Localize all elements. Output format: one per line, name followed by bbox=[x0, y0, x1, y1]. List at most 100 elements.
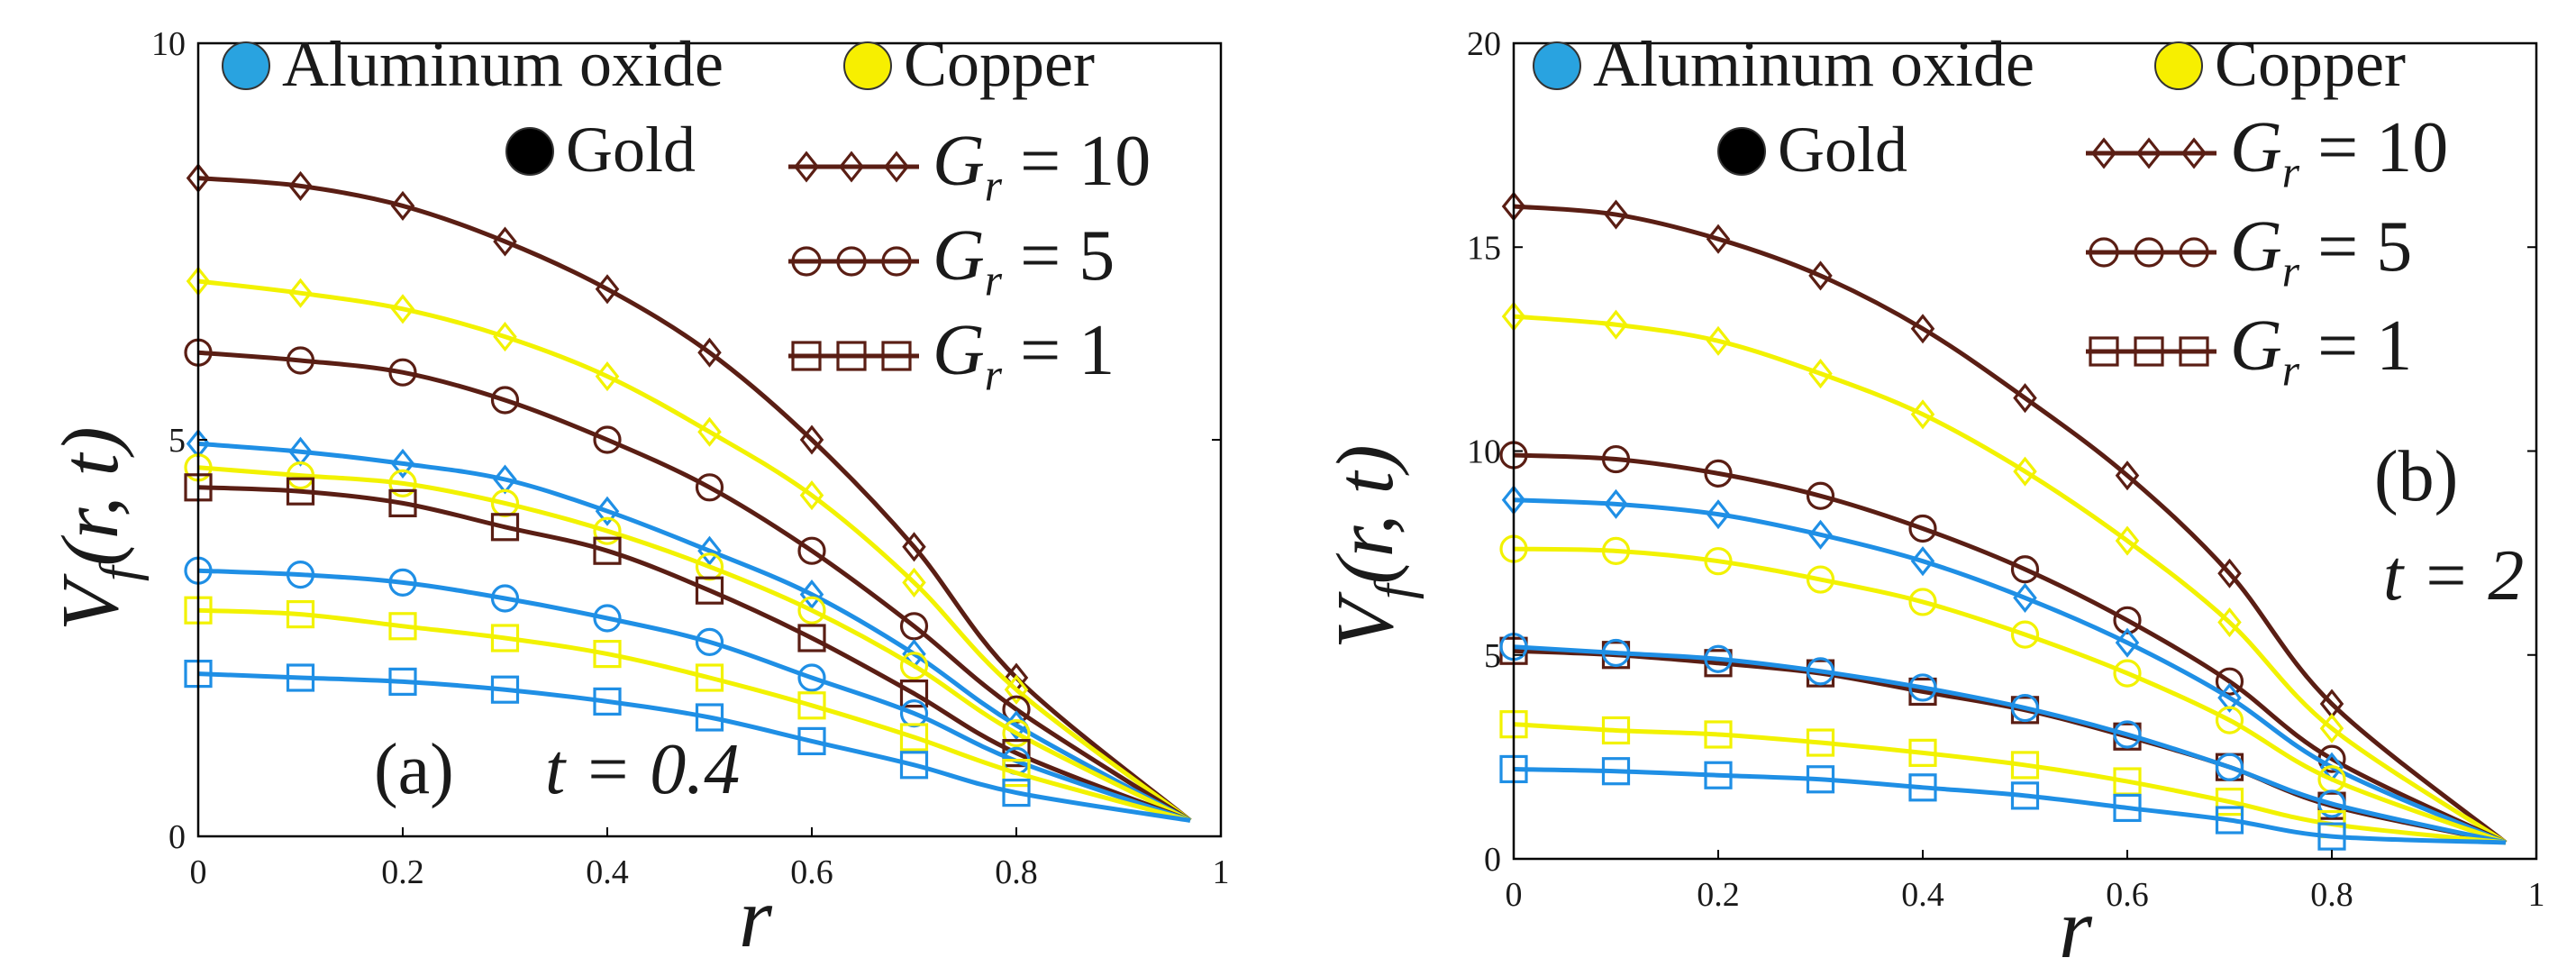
data-point-circle bbox=[797, 663, 826, 692]
data-point-diamond bbox=[2013, 582, 2037, 613]
data-point-diamond bbox=[595, 274, 620, 305]
data-point-circle bbox=[2010, 620, 2040, 649]
data-point-diamond bbox=[390, 190, 415, 221]
data-point-square bbox=[2113, 793, 2142, 823]
data-point-diamond bbox=[1910, 314, 1935, 344]
data-point-circle bbox=[899, 612, 929, 641]
legend-material-label: Copper bbox=[904, 28, 1095, 100]
series-layer bbox=[1499, 191, 2508, 851]
data-point-diamond bbox=[1808, 260, 1833, 291]
x-tick-label: 1 bbox=[1213, 853, 1230, 891]
data-point-circle bbox=[2215, 667, 2244, 696]
series-line bbox=[1513, 644, 2507, 845]
data-point-circle bbox=[1908, 588, 1937, 616]
data-point-diamond bbox=[2115, 627, 2140, 658]
series-line bbox=[197, 465, 1192, 823]
series-gold-diamond bbox=[186, 163, 1192, 823]
data-point-circle bbox=[1601, 536, 1631, 565]
data-point-square bbox=[1806, 728, 1835, 757]
legend-marker-diamond bbox=[2090, 137, 2117, 169]
data-point-square bbox=[899, 751, 929, 780]
data-point-square bbox=[1806, 765, 1835, 794]
data-point-diamond bbox=[2115, 461, 2140, 491]
data-point-circle bbox=[490, 386, 520, 415]
legend-marker-square bbox=[2089, 336, 2119, 367]
legend-group-label: Gr = 10 bbox=[933, 122, 1151, 211]
x-tick-label: 0.2 bbox=[381, 853, 424, 891]
data-point-square bbox=[593, 536, 622, 565]
data-point-diamond bbox=[799, 480, 824, 511]
legend-marker-circle bbox=[881, 246, 912, 277]
data-point-square bbox=[797, 624, 826, 652]
legend-marker-circle bbox=[791, 246, 822, 277]
legend-material-dot bbox=[843, 41, 892, 90]
series-alumina-circle bbox=[1499, 633, 2507, 845]
data-point-circle bbox=[1704, 644, 1733, 673]
data-point-diamond bbox=[2115, 525, 2140, 556]
data-point-square bbox=[797, 726, 826, 756]
legend-material-dot bbox=[2154, 41, 2203, 90]
data-point-circle bbox=[1806, 481, 1835, 510]
data-point-circle bbox=[388, 469, 417, 498]
legend-marker-circle bbox=[2089, 237, 2119, 268]
data-point-square bbox=[797, 691, 826, 720]
legend-marker-square bbox=[2134, 336, 2164, 367]
data-point-circle bbox=[2113, 606, 2142, 634]
series-layer bbox=[184, 163, 1192, 823]
data-point-circle bbox=[695, 627, 724, 657]
data-point-circle bbox=[1704, 547, 1733, 576]
legend-marker-square bbox=[791, 341, 822, 371]
data-point-circle bbox=[388, 358, 417, 387]
data-point-square bbox=[899, 679, 929, 708]
data-point-square bbox=[388, 488, 417, 518]
data-point-square bbox=[490, 675, 520, 704]
legend-group-label: Gr = 1 bbox=[933, 311, 1115, 400]
data-point-diamond bbox=[288, 170, 313, 201]
y-tick-label: 5 bbox=[168, 422, 186, 460]
data-point-circle bbox=[2113, 659, 2142, 688]
data-point-circle bbox=[593, 516, 622, 545]
data-point-square bbox=[695, 576, 724, 605]
data-point-circle bbox=[2010, 693, 2040, 723]
data-point-circle bbox=[1601, 444, 1631, 474]
time-annotation: t = 2 bbox=[2383, 536, 2524, 616]
data-point-circle bbox=[286, 461, 315, 490]
y-axis-label: Vf(r, t) bbox=[1321, 444, 1424, 649]
legend-material-dot bbox=[222, 41, 270, 90]
legend-material-dot bbox=[1533, 41, 1581, 90]
data-point-circle bbox=[2010, 555, 2040, 584]
y-tick-label: 15 bbox=[1467, 229, 1501, 267]
data-point-square bbox=[2010, 751, 2040, 780]
data-point-diamond bbox=[697, 535, 722, 566]
data-point-square bbox=[2317, 822, 2346, 851]
data-point-circle bbox=[388, 568, 417, 598]
series-gold-circle bbox=[1499, 441, 2508, 845]
legend-group-label: Gr = 1 bbox=[2230, 306, 2412, 396]
data-point-square bbox=[1601, 757, 1631, 786]
data-point-diamond bbox=[1706, 499, 1731, 530]
data-point-square bbox=[1704, 761, 1733, 789]
data-point-diamond bbox=[595, 361, 620, 392]
legend-marker-diamond bbox=[2180, 137, 2207, 169]
data-point-square bbox=[286, 599, 315, 629]
series-line bbox=[197, 568, 1191, 823]
series-copper-circle bbox=[1499, 534, 2507, 845]
data-point-diamond bbox=[1706, 325, 1731, 356]
data-point-square bbox=[593, 639, 622, 669]
y-tick-label: 10 bbox=[151, 25, 186, 63]
series-line bbox=[197, 350, 1192, 823]
legend-material-label: Aluminum oxide bbox=[282, 28, 724, 100]
data-point-circle bbox=[2113, 720, 2142, 749]
data-point-diamond bbox=[1808, 358, 1833, 389]
data-point-diamond bbox=[2217, 682, 2242, 713]
y-tick-label: 0 bbox=[1484, 841, 1501, 879]
data-point-diamond bbox=[2319, 713, 2344, 743]
data-point-diamond bbox=[390, 294, 415, 324]
data-point-diamond bbox=[493, 226, 517, 257]
x-tick-label: 0.6 bbox=[790, 853, 833, 891]
data-point-diamond bbox=[1004, 674, 1029, 705]
legend-marker-circle bbox=[836, 246, 867, 277]
series-line bbox=[1513, 546, 2507, 845]
